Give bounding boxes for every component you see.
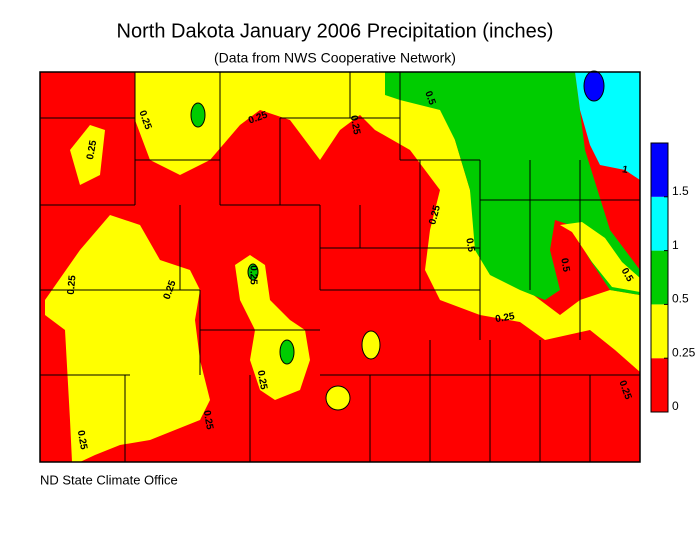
contour-label: 0.5 [558,257,571,273]
title: North Dakota January 2006 Precipitation … [117,20,554,42]
credit: ND State Climate Office [40,472,178,487]
contour-label: 1 [621,164,629,176]
legend-label: 1.5 [672,184,689,198]
zone-yellow [325,385,351,411]
subtitle: (Data from NWS Cooperative Network) [214,50,456,66]
contour-label: 0.25 [494,311,516,325]
legend-swatch [651,143,668,197]
zone-yellow [235,255,310,400]
legend-swatch [651,250,668,305]
legend-swatch [651,304,668,359]
precip-map [39,70,641,463]
legend-label: 0.5 [672,292,689,306]
zone-green [247,263,259,281]
zone-green [190,102,206,128]
contour-label: 0.25 [255,369,269,391]
contour-label: 0.25 [75,429,89,451]
contour-label: 0.25 [348,114,362,136]
legend-swatch [651,196,668,251]
contour-label: 0.25 [66,274,79,295]
zone-blue [583,70,605,102]
legend-label: 1 [672,238,679,252]
contour-label: 0.5 [463,237,476,253]
state-border [39,71,641,463]
county-lines [40,72,640,462]
contour-label: 0.25 [247,265,258,285]
zone-yellow [70,125,105,185]
contour-label: 0.25 [427,204,443,226]
contour-label: 0.25 [85,139,99,161]
zone-yellow [45,215,210,462]
zone-yellow [361,330,381,360]
zone-green [385,72,640,300]
legend-label: 0.25 [672,345,696,359]
contour-label: 0.25 [201,409,215,431]
legend-swatch [651,358,668,412]
zone-yellow [135,72,640,372]
legend-label: 0 [672,399,679,413]
contour-label: 0.5 [422,90,437,107]
zone-green [279,339,295,365]
legend-frame [650,142,669,413]
legend: 0 0.25 0.5 1 1.5 [650,142,696,413]
